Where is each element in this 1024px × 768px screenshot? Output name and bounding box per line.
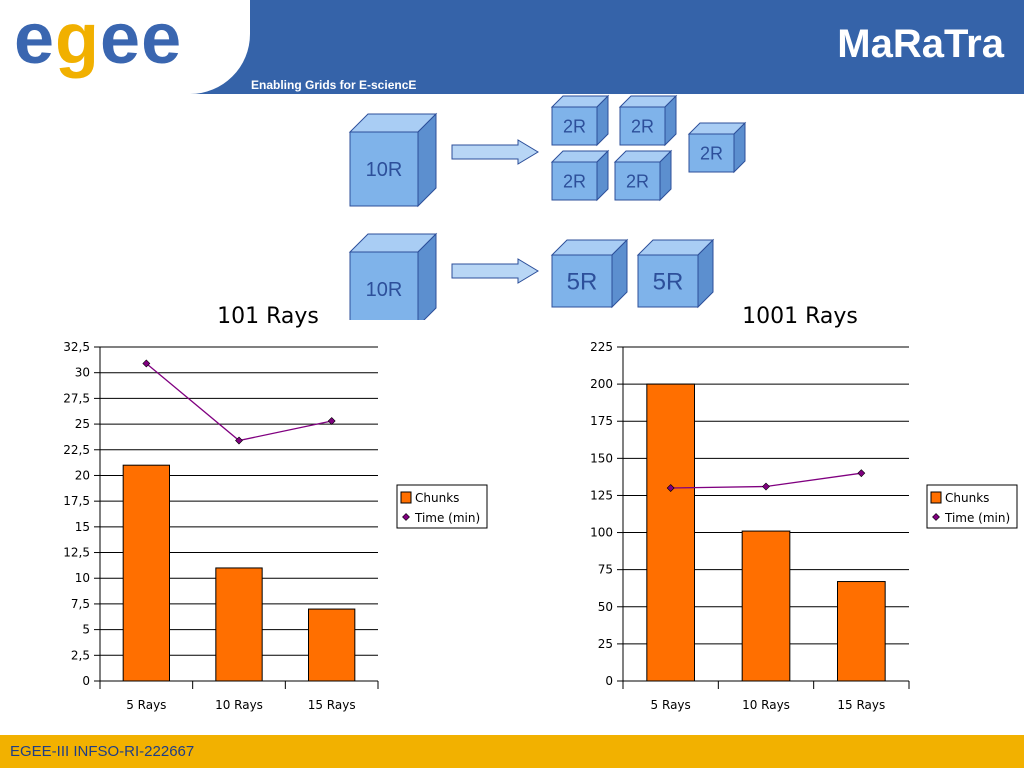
legend-label: Time (min) [414, 511, 480, 525]
y-tick-label: 125 [590, 488, 613, 502]
cube-2r: 2R [550, 149, 610, 202]
x-tick-label: 15 Rays [308, 698, 356, 712]
cube-label: 2R [700, 143, 723, 163]
egee-logo: egee [14, 0, 183, 79]
series-line [145, 362, 332, 442]
chart-1001-rays: 0 25 50 75 100 125 150 175 200 225 5 Rays 10 Rays 15… [590, 304, 1018, 712]
legend-label: Chunks [415, 491, 459, 505]
x-tick-label: 5 Rays [126, 698, 166, 712]
cube-label: 2R [563, 116, 586, 136]
cube-2r: 2R [550, 94, 610, 147]
x-tick-label: 5 Rays [651, 698, 691, 712]
y-tick-label: 25 [75, 417, 90, 431]
legend-marker-time [932, 513, 940, 521]
chart-101-rays: 0 2,5 5 7,5 10 12,5 15 17,5 20 22,5 25 27,5 30 32,5 5 … [63, 304, 488, 712]
y-tick-label: 20 [75, 468, 90, 482]
legend: Chunks Time (min) [926, 484, 1018, 529]
x-tick-label: 10 Rays [742, 698, 790, 712]
right-arrow-icon [451, 139, 539, 165]
y-tick-label: 25 [598, 637, 613, 651]
y-tick-label: 50 [598, 600, 613, 614]
y-tick-label: 27,5 [63, 391, 90, 405]
y-tick-label: 22,5 [63, 443, 90, 457]
bar [122, 464, 170, 682]
footer-band [0, 735, 1024, 768]
bar [646, 383, 695, 682]
y-tick-label: 32,5 [63, 340, 90, 354]
y-tick-label: 100 [590, 526, 613, 540]
chart-title: 1001 Rays [742, 304, 858, 329]
legend-swatch-chunks [400, 491, 412, 504]
legend-swatch-chunks [930, 491, 942, 504]
cube-10r-bottom: 10R [348, 232, 438, 320]
chunking-diagram: 10R 2R 2R 2R 2R 2R 10R 5R 5R [348, 94, 747, 320]
series-point [762, 482, 770, 491]
bar [308, 608, 356, 682]
series-point [235, 436, 243, 445]
y-tick-label: 17,5 [63, 494, 90, 508]
y-tick-label: 150 [590, 451, 613, 465]
series-point [142, 359, 151, 368]
bar [215, 567, 263, 682]
y-tick-label: 30 [75, 366, 90, 380]
y-tick-label: 15 [75, 520, 90, 534]
cube-label: 10R [366, 159, 403, 181]
x-tick-label: 10 Rays [215, 698, 263, 712]
bar [741, 530, 791, 682]
charts: 0 2,5 5 7,5 10 12,5 15 17,5 20 22,5 25 27,5 30 32,5 5 … [63, 304, 1018, 712]
y-tick-label: 0 [82, 674, 90, 688]
y-tick-label: 225 [590, 340, 613, 354]
logo-area: egee [0, 0, 250, 94]
cube-10r-top: 10R [348, 112, 438, 208]
legend-label: Chunks [945, 491, 989, 505]
header-strip [0, 76, 1024, 94]
slide-title: MaRaTra [837, 22, 1004, 66]
y-tick-label: 200 [590, 377, 613, 391]
cube-label: 2R [631, 116, 654, 136]
bar [837, 581, 886, 682]
cube-5r: 5R [636, 238, 715, 309]
y-tick-label: 12,5 [63, 546, 90, 560]
right-arrow-icon [451, 258, 539, 284]
y-tick-label: 7,5 [71, 597, 90, 611]
y-tick-label: 175 [590, 414, 613, 428]
tagline: Enabling Grids for E-sciencE [251, 78, 417, 92]
series-point [327, 417, 336, 425]
y-tick-label: 10 [75, 571, 90, 585]
cube-label: 10R [366, 279, 403, 301]
chart-title: 101 Rays [217, 304, 319, 329]
legend-label: Time (min) [944, 511, 1010, 525]
x-tick-label: 15 Rays [837, 698, 885, 712]
y-tick-label: 2,5 [71, 648, 90, 662]
y-tick-label: 75 [598, 563, 613, 577]
cube-2r: 2R [687, 121, 747, 174]
cube-label: 5R [653, 268, 684, 295]
y-tick-label: 0 [605, 674, 613, 688]
cube-label: 5R [567, 268, 598, 295]
footer-text: EGEE-III INFSO-RI-222667 [10, 743, 195, 760]
cube-label: 2R [563, 171, 586, 191]
series-point [666, 484, 675, 492]
series-point [857, 469, 866, 478]
legend: Chunks Time (min) [396, 484, 488, 529]
cube-2r: 2R [618, 94, 678, 147]
cube-2r: 2R [613, 149, 673, 202]
y-tick-label: 5 [82, 623, 90, 637]
legend-marker-time [402, 513, 410, 521]
cube-label: 2R [626, 171, 649, 191]
cube-5r: 5R [550, 238, 629, 309]
